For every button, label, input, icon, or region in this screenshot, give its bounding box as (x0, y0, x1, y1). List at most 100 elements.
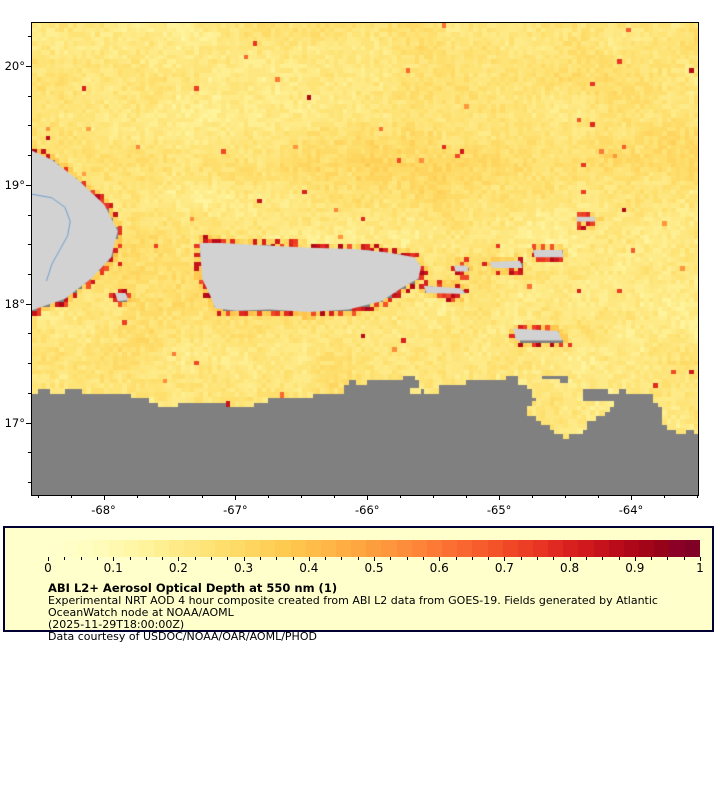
latitude-tick-minor (28, 125, 31, 127)
colorbar-swatch (684, 540, 700, 557)
colorbar-swatch (578, 540, 594, 557)
colorbar-tick-major (178, 557, 180, 561)
longitude-tick-minor (70, 495, 72, 498)
latitude-tick-minor (28, 482, 31, 484)
colorbar-swatch (533, 540, 549, 557)
colorbar-tick-minor (585, 557, 587, 560)
latitude-tick-label: 17° (4, 415, 25, 430)
colorbar-tick-label: 0.4 (299, 561, 319, 575)
colorbar-wrapper (48, 540, 700, 557)
colorbar-swatch (169, 540, 185, 557)
colorbar-tick-minor (227, 557, 229, 560)
colorbar-tick-label: 0.3 (234, 561, 254, 575)
colorbar-swatch (623, 540, 640, 557)
latitude-tick-minor (28, 274, 31, 276)
colorbar-tick-major (504, 557, 506, 561)
colorbar-swatch (502, 540, 518, 557)
colorbar-swatch (426, 540, 443, 557)
colorbar-tick-major (439, 557, 441, 561)
colorbar-swatch (593, 540, 609, 557)
colorbar-gradient (48, 540, 700, 557)
legend-text-block: ABI L2+ Aerosol Optical Depth at 550 nm … (48, 582, 698, 643)
colorbar-tick-label: 0.5 (364, 561, 384, 575)
colorbar-swatch (48, 540, 64, 557)
legend-description-line-3: Data courtesy of USDOC/NOAA/OAR/AOML/PHO… (48, 630, 317, 643)
colorbar-tick-label: 0.1 (103, 561, 123, 575)
colorbar-tick-minor (129, 557, 131, 560)
colorbar-swatch (669, 540, 685, 557)
colorbar-tick-minor (667, 557, 669, 560)
latitude-tick-minor (28, 214, 31, 216)
colorbar-tick-minor (80, 557, 82, 560)
longitude-tick-major (499, 495, 501, 500)
colorbar-tick-minor (341, 557, 343, 560)
longitude-tick-minor (301, 495, 303, 498)
longitude-tick-minor (268, 495, 270, 498)
latitude-tick-label: 19° (4, 177, 25, 192)
colorbar-swatch (366, 540, 382, 557)
colorbar-tick-minor (357, 557, 359, 560)
longitude-tick-minor (202, 495, 204, 498)
colorbar-swatch (63, 540, 79, 557)
longitude-tick-minor (532, 495, 534, 498)
colorbar-tick-minor (553, 557, 555, 560)
colorbar-tick-minor (259, 557, 261, 560)
latitude-tick-major (26, 303, 31, 305)
latitude-tick-minor (28, 244, 31, 246)
colorbar-swatch (351, 540, 367, 557)
colorbar-swatch (563, 540, 579, 557)
colorbar-tick-minor (618, 557, 620, 560)
longitude-tick-label: -67° (223, 503, 248, 517)
legend-title: ABI L2+ Aerosol Optical Depth at 550 nm … (48, 581, 338, 595)
latitude-tick-minor (28, 452, 31, 454)
colorbar-swatch (442, 540, 458, 557)
colorbar-swatch (290, 540, 306, 557)
colorbar-tick-minor (455, 557, 457, 560)
colorbar-swatch (78, 540, 94, 557)
colorbar-swatch (320, 540, 336, 557)
colorbar-swatch (487, 540, 503, 557)
colorbar-tick-minor (211, 557, 212, 560)
longitude-tick-minor (466, 495, 468, 498)
colorbar-swatch (305, 540, 321, 557)
colorbar-tick-major (634, 557, 636, 561)
colorbar-swatch (123, 540, 139, 557)
longitude-tick-minor (169, 495, 171, 498)
colorbar-tick-minor (406, 557, 408, 560)
latitude-tick-major (26, 422, 31, 424)
legend-description-line-0: Experimental NRT AOD 4 hour composite cr… (48, 594, 658, 607)
latitude-tick-minor (28, 333, 31, 335)
colorbar-swatch (184, 540, 200, 557)
colorbar-tick-minor (602, 557, 604, 560)
latitude-tick-label: 20° (4, 58, 25, 73)
colorbar-tick-major (113, 557, 115, 561)
colorbar-tick-label: 1 (696, 561, 704, 575)
longitude-tick-major (367, 495, 369, 500)
longitude-tick-minor (664, 495, 666, 498)
longitude-tick-major (631, 495, 633, 500)
colorbar-tick-label: 0.7 (494, 561, 514, 575)
colorbar-tick-major (374, 557, 375, 561)
legend-description-line-1: OceanWatch node at NOAA/AOML (48, 606, 234, 619)
colorbar-tick-minor (145, 557, 147, 560)
colorbar-tick-label: 0.2 (168, 561, 188, 575)
colorbar-tick-label: 0.6 (429, 561, 449, 575)
colorbar-swatch (654, 540, 670, 557)
longitude-tick-major (235, 495, 237, 500)
legend-panel: 0 0.1 0.2 0.3 0.4 0.5 0.6 0.7 0.8 0.9 1 ABI L2+ Ae… (3, 526, 714, 643)
colorbar-swatch (381, 540, 397, 557)
longitude-tick-label: -66° (355, 503, 380, 517)
colorbar-axis: 0 0.1 0.2 0.3 0.4 0.5 0.6 0.7 0.8 0.9 1 (44, 557, 704, 579)
latitude-tick-major (26, 184, 31, 186)
map-plot-area[interactable] (31, 22, 699, 496)
latitude-tick-minor (28, 155, 31, 157)
colorbar-tick-label: 0.8 (560, 561, 580, 575)
longitude-tick-minor (334, 495, 336, 498)
colorbar-swatch (138, 540, 155, 557)
colorbar-tick-minor (488, 557, 490, 560)
colorbar-swatch (214, 540, 230, 557)
latitude-tick-minor (28, 363, 31, 365)
colorbar-tick-minor (422, 557, 424, 560)
longitude-tick-minor (136, 495, 138, 498)
longitude-tick-minor (697, 495, 698, 498)
